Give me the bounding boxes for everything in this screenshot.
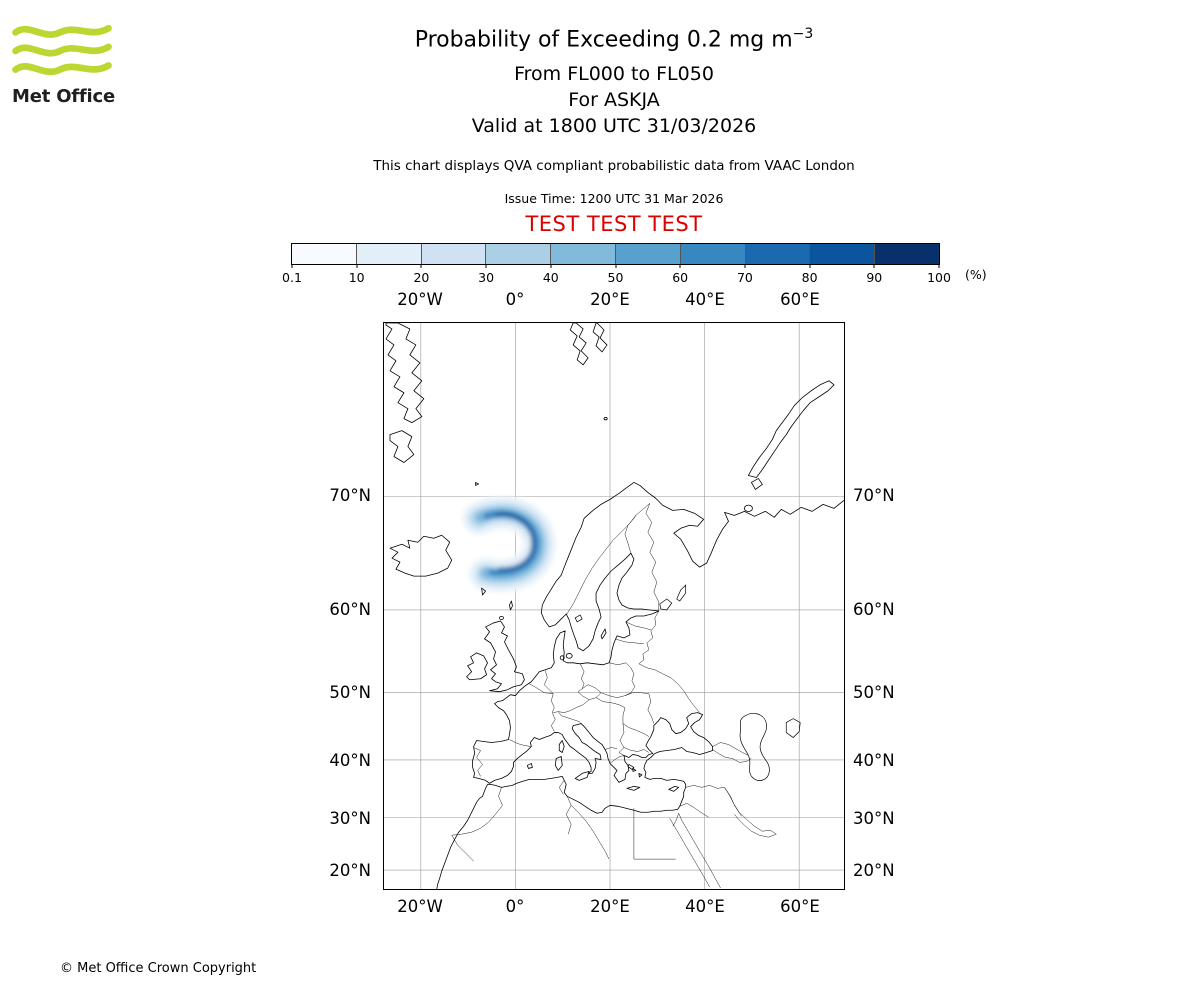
colorbar-tick-label: 60 (672, 270, 689, 285)
y-axis-label: 20°N (853, 861, 895, 880)
lakes (574, 584, 801, 781)
subtitle-valid-time: Valid at 1800 UTC 31/03/2026 (471, 115, 757, 137)
x-axis-bottom: 20°W 0° 20°E 40°E 60°E (383, 894, 845, 920)
x-axis-label: 60°E (780, 897, 820, 916)
colorbar-tick-label: 100 (927, 270, 951, 285)
met-office-logo: Met Office (12, 20, 122, 107)
colorbar-segment (292, 244, 357, 264)
y-axis-label: 40°N (853, 750, 895, 770)
y-axis-label: 30°N (853, 808, 895, 828)
qva-note: This chart displays QVA compliant probab… (373, 158, 855, 174)
colorbar-tick (420, 264, 422, 268)
y-axis-label: 70°N (853, 486, 895, 505)
map-frame (383, 322, 845, 890)
title-text: Probability of Exceeding 0.2 mg m (414, 27, 793, 53)
x-axis-label: 0° (505, 290, 525, 309)
logo-wordmark: Met Office (12, 86, 116, 107)
colorbar-segment (486, 244, 552, 264)
subtitle-volcano: For ASKJA (568, 89, 660, 111)
colorbar-tick-label: 80 (801, 270, 818, 285)
colorbar-scale: 0.1 10 20 30 40 50 60 70 80 90 100 (282, 264, 951, 290)
x-axis-label: 20°W (397, 897, 443, 916)
colorbar-segments (292, 244, 939, 264)
ash-plume (461, 495, 557, 593)
colorbar-tick-label: 30 (478, 270, 495, 285)
colorbar-segment (421, 244, 487, 264)
y-axis-label: 70°N (329, 486, 371, 505)
subtitle-flight-levels: From FL000 to FL050 (514, 63, 714, 85)
test-banner: TEST TEST TEST (525, 212, 703, 236)
plume-layer (495, 512, 535, 571)
colorbar-tick (550, 264, 552, 268)
x-axis-label: 0° (505, 897, 525, 916)
x-axis-top: 20°W 0° 20°E 40°E 60°E (383, 287, 845, 313)
colorbar-unit-label: (%) (965, 267, 987, 282)
y-axis-left: 70°N 60°N 50°N 40°N 30°N 20°N (287, 322, 377, 890)
met-office-logo-icon (12, 24, 112, 75)
coastlines (385, 323, 844, 889)
x-axis-label: 40°E (685, 290, 725, 309)
x-axis-label: 40°E (685, 897, 725, 916)
colorbar-segment (356, 244, 422, 264)
x-axis-label: 20°W (397, 290, 443, 309)
colorbar-segment (875, 244, 939, 264)
colorbar-segment (810, 244, 876, 264)
y-axis-label: 20°N (329, 861, 371, 880)
colorbar-tick (356, 264, 358, 268)
x-axis-label: 20°E (590, 897, 630, 916)
colorbar-tick (485, 264, 487, 268)
colorbar-tick-label: 90 (866, 270, 883, 285)
colorbar-tick-label: 10 (348, 270, 365, 285)
colorbar-tick-label: 50 (607, 270, 624, 285)
logo-wave (12, 43, 112, 57)
colorbar-segment (615, 244, 681, 264)
logo-wave (12, 62, 112, 75)
y-axis-label: 30°N (329, 808, 371, 828)
x-axis-label: 60°E (780, 290, 820, 309)
colorbar-segment (745, 244, 811, 264)
x-axis-label: 20°E (590, 290, 630, 309)
copyright-notice: © Met Office Crown Copyright (60, 961, 257, 976)
colorbar-tick-label: 40 (542, 270, 559, 285)
colorbar-segment (551, 244, 616, 264)
colorbar-tick (679, 264, 681, 268)
issue-time: Issue Time: 1200 UTC 31 Mar 2026 (504, 191, 724, 206)
country-borders (451, 503, 777, 889)
colorbar-tick (291, 264, 293, 268)
y-axis-right: 70°N 60°N 50°N 40°N 30°N 20°N (847, 322, 937, 890)
y-axis-label: 60°N (853, 600, 895, 619)
colorbar-tick (615, 264, 616, 268)
colorbar-tick (744, 264, 746, 268)
colorbar-tick-label: 20 (413, 270, 430, 285)
page-title: Probability of Exceeding 0.2 mg m−3 (14, 26, 1200, 52)
europe-map (384, 323, 844, 889)
logo-wave (12, 24, 112, 38)
title-exponent: −3 (792, 26, 814, 42)
y-axis-label: 60°N (329, 600, 371, 619)
grid-lines (384, 323, 844, 889)
colorbar-segment (680, 244, 746, 264)
colorbar-tick (938, 264, 940, 268)
colorbar-tick (809, 264, 811, 268)
colorbar-tick (873, 264, 875, 268)
colorbar (291, 243, 940, 265)
y-axis-label: 50°N (329, 683, 371, 702)
y-axis-label: 40°N (329, 750, 371, 770)
colorbar-tick-label: 70 (736, 270, 753, 285)
y-axis-label: 50°N (853, 683, 895, 702)
colorbar-tick-label: 0.1 (282, 270, 302, 285)
